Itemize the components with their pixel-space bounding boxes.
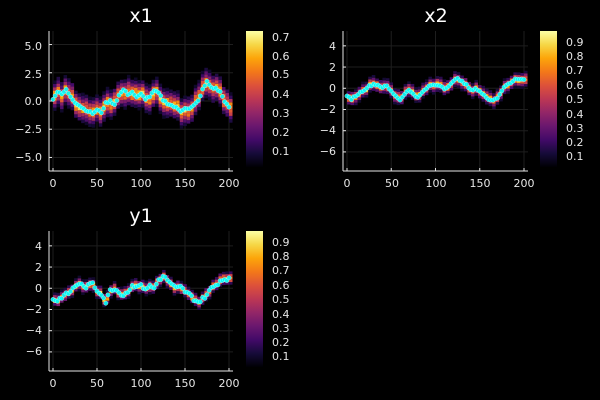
subplot-x2: x2 4 2 0 −2 −4 −6 0 50 100 150 200 0.9 0… — [320, 5, 584, 190]
x-tick: 50 — [90, 377, 104, 390]
colorbar-tick: 0.4 — [566, 108, 584, 121]
colorbar-tick: 0.9 — [566, 36, 584, 49]
colorbar-tick: 0.5 — [272, 293, 290, 306]
colorbar — [246, 31, 263, 167]
colorbar-tick: 0.5 — [272, 68, 290, 81]
x-tick: 50 — [385, 177, 399, 190]
y-tick: 4 — [329, 40, 336, 53]
y-tick: −2.5 — [15, 123, 42, 136]
colorbar-tick: 0.1 — [272, 350, 290, 363]
y-tick: 5.0 — [25, 40, 43, 53]
x-tick: 0 — [50, 177, 57, 190]
x-tick: 50 — [90, 177, 104, 190]
y-tick-labels: 4 2 0 −2 −4 −6 — [26, 240, 42, 358]
x-tick: 200 — [514, 177, 535, 190]
colorbar-tick: 0.6 — [566, 79, 584, 92]
colorbar-tick: 0.7 — [272, 264, 290, 277]
x-tick: 150 — [175, 177, 196, 190]
y-tick: 0 — [35, 282, 42, 295]
y-tick: −4 — [320, 124, 336, 137]
x-tick-labels: 0 50 100 150 200 — [50, 377, 240, 390]
colorbar-tick-labels: 0.7 0.6 0.5 0.4 0.3 0.2 0.1 — [272, 31, 290, 158]
y-tick-labels: 4 2 0 −2 −4 −6 — [320, 40, 336, 158]
colorbar-tick: 0.5 — [566, 93, 584, 106]
colorbar-tick: 0.7 — [566, 64, 584, 77]
y-tick: −6 — [26, 345, 42, 358]
y-tick: 4 — [35, 240, 42, 253]
colorbar-tick: 0.8 — [272, 250, 290, 263]
subplot-y1: y1 4 2 0 −2 −4 −6 0 50 100 150 200 0.9 0… — [26, 205, 290, 390]
x-tick: 200 — [219, 177, 240, 190]
colorbar-tick: 0.2 — [272, 336, 290, 349]
grid-lines — [49, 231, 233, 371]
heatmap-band — [53, 67, 233, 129]
y-tick: 2 — [329, 61, 336, 74]
axes — [48, 231, 233, 372]
y-tick: −4 — [26, 324, 42, 337]
x-tick: 150 — [175, 377, 196, 390]
colorbar-tick: 0.8 — [566, 50, 584, 63]
colorbar-tick: 0.4 — [272, 88, 290, 101]
x-tick-labels: 0 50 100 150 200 — [344, 177, 535, 190]
colorbar-tick-labels: 0.9 0.8 0.7 0.6 0.5 0.4 0.3 0.2 0.1 — [566, 36, 584, 163]
subplot-title: y1 — [129, 205, 152, 227]
scatter-markers — [50, 273, 232, 306]
colorbar-tick: 0.1 — [272, 145, 290, 158]
y-tick: 0 — [329, 82, 336, 95]
y-tick: −2 — [320, 103, 336, 116]
colorbar-tick: 0.2 — [566, 136, 584, 149]
subplot-title: x2 — [424, 5, 447, 27]
colorbar — [540, 31, 557, 167]
x-tick: 0 — [50, 377, 57, 390]
y-tick: −2 — [26, 303, 42, 316]
colorbar-tick: 0.7 — [272, 31, 290, 44]
scatter-markers — [344, 75, 527, 103]
colorbar-tick: 0.9 — [272, 236, 290, 249]
y-tick: 2 — [35, 261, 42, 274]
x-tick: 100 — [131, 377, 152, 390]
x-tick: 150 — [470, 177, 491, 190]
y-tick: −5.0 — [15, 151, 42, 164]
x-tick: 100 — [426, 177, 447, 190]
colorbar-tick: 0.6 — [272, 50, 290, 63]
subplot-x1: x1 5.0 2.5 0.0 −2.5 −5.0 0 50 100 150 20… — [15, 5, 289, 190]
colorbar-tick: 0.3 — [272, 322, 290, 335]
x-tick: 100 — [131, 177, 152, 190]
y-tick: 0.0 — [25, 95, 43, 108]
colorbar-tick: 0.4 — [272, 308, 290, 321]
colorbar-tick: 0.2 — [272, 126, 290, 139]
y-tick-labels: 5.0 2.5 0.0 −2.5 −5.0 — [15, 40, 42, 164]
colorbar-tick-labels: 0.9 0.8 0.7 0.6 0.5 0.4 0.3 0.2 0.1 — [272, 236, 290, 363]
colorbar — [246, 231, 263, 367]
y-tick: −6 — [320, 145, 336, 158]
colorbar-tick: 0.6 — [272, 279, 290, 292]
colorbar-tick: 0.1 — [566, 150, 584, 163]
x-tick: 200 — [219, 377, 240, 390]
axes — [48, 31, 233, 172]
colorbar-tick: 0.3 — [566, 122, 584, 135]
y-tick: 2.5 — [25, 68, 43, 81]
x-tick: 0 — [344, 177, 351, 190]
axes — [342, 31, 528, 172]
x-tick-labels: 0 50 100 150 200 — [50, 177, 240, 190]
subplot-title: x1 — [129, 5, 152, 27]
scatter-markers — [50, 78, 232, 117]
colorbar-tick: 0.3 — [272, 107, 290, 120]
